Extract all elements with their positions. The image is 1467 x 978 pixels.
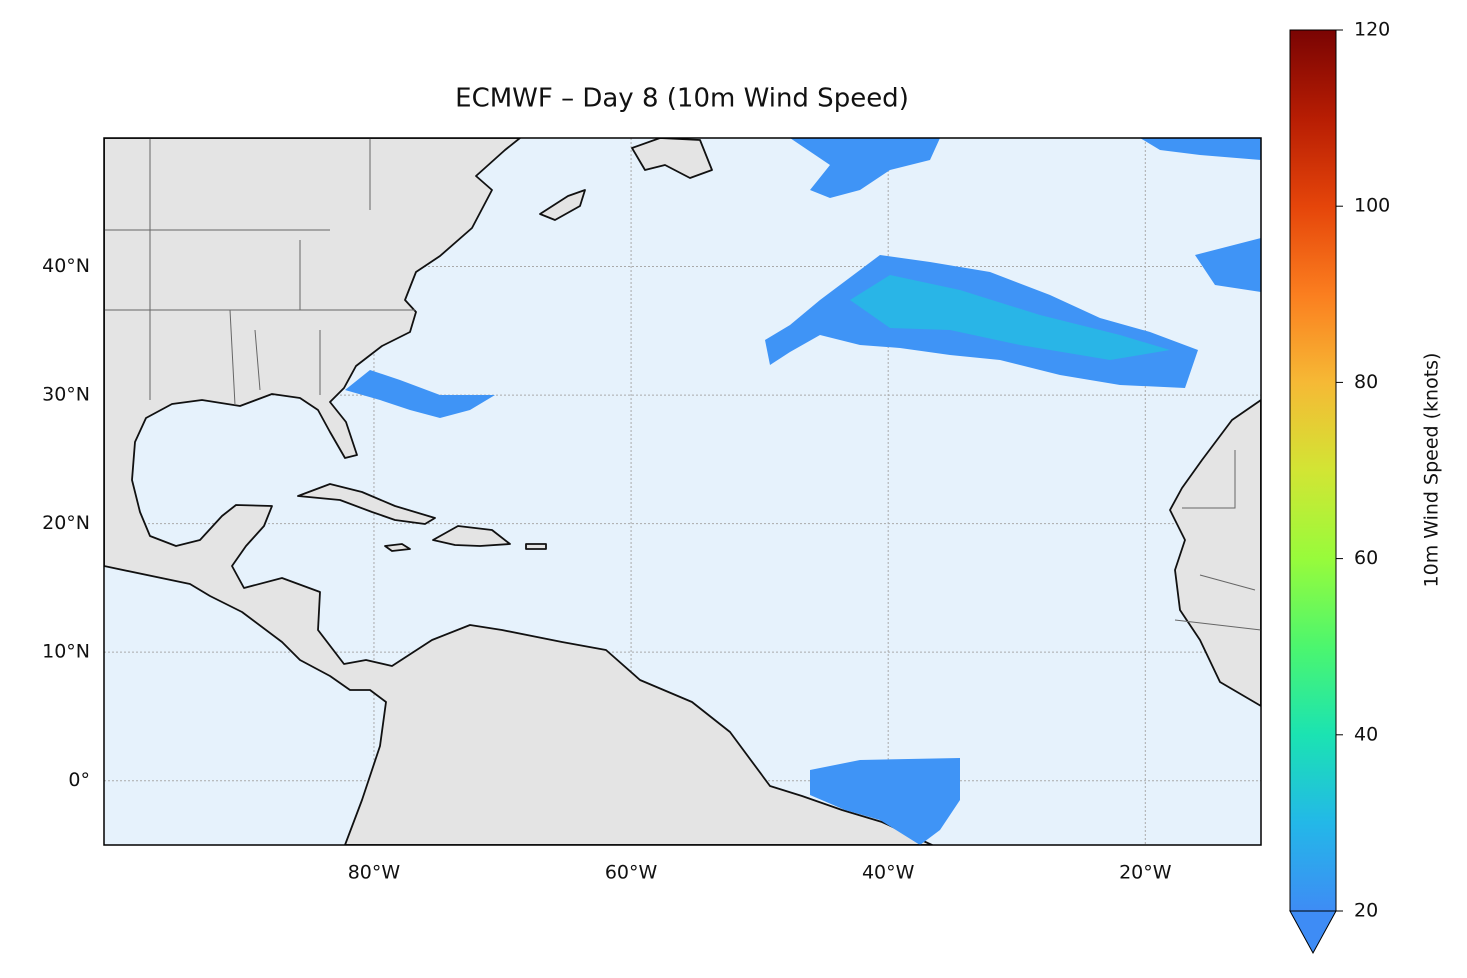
americas bbox=[104, 138, 933, 845]
colorbar-tick-label: 80 bbox=[1354, 371, 1378, 393]
nova-scotia bbox=[539, 189, 586, 221]
colorbar-tick-label: 20 bbox=[1354, 900, 1378, 922]
y-tick-label: 0° bbox=[68, 769, 90, 791]
axes-frame bbox=[103, 137, 1262, 846]
y-tick-label: 10°N bbox=[42, 641, 90, 663]
wind-region-north bbox=[790, 138, 1261, 198]
colorbar bbox=[1289, 29, 1337, 912]
x-tick-label: 20°W bbox=[1119, 862, 1172, 884]
jamaica bbox=[384, 543, 411, 552]
colorbar-tick-label: 60 bbox=[1354, 547, 1378, 569]
wind-region-south bbox=[810, 758, 960, 845]
hispaniola bbox=[432, 525, 511, 547]
colorbar-label: 10m Wind Speed (knots) bbox=[1421, 353, 1443, 588]
y-tick-label: 40°N bbox=[42, 255, 90, 277]
wind-core bbox=[850, 275, 1170, 360]
x-tick-label: 40°W bbox=[862, 862, 915, 884]
colorbar-tick-label: 100 bbox=[1354, 195, 1390, 217]
y-tick-label: 20°N bbox=[42, 512, 90, 534]
chart-title: ECMWF – Day 8 (10m Wind Speed) bbox=[455, 84, 909, 114]
x-tick-label: 80°W bbox=[348, 862, 401, 884]
colorbar-extend bbox=[1289, 910, 1337, 955]
africa bbox=[1169, 399, 1261, 707]
puerto-rico bbox=[525, 543, 547, 550]
cuba bbox=[297, 483, 436, 525]
y-tick-label: 30°N bbox=[42, 384, 90, 406]
x-tick-label: 60°W bbox=[605, 862, 658, 884]
map-layer bbox=[104, 138, 1261, 845]
colorbar-tick-label: 120 bbox=[1354, 19, 1390, 41]
wind-region-gulf bbox=[345, 370, 495, 418]
colorbar-tick-label: 40 bbox=[1354, 723, 1378, 745]
state-borders bbox=[104, 138, 1261, 631]
